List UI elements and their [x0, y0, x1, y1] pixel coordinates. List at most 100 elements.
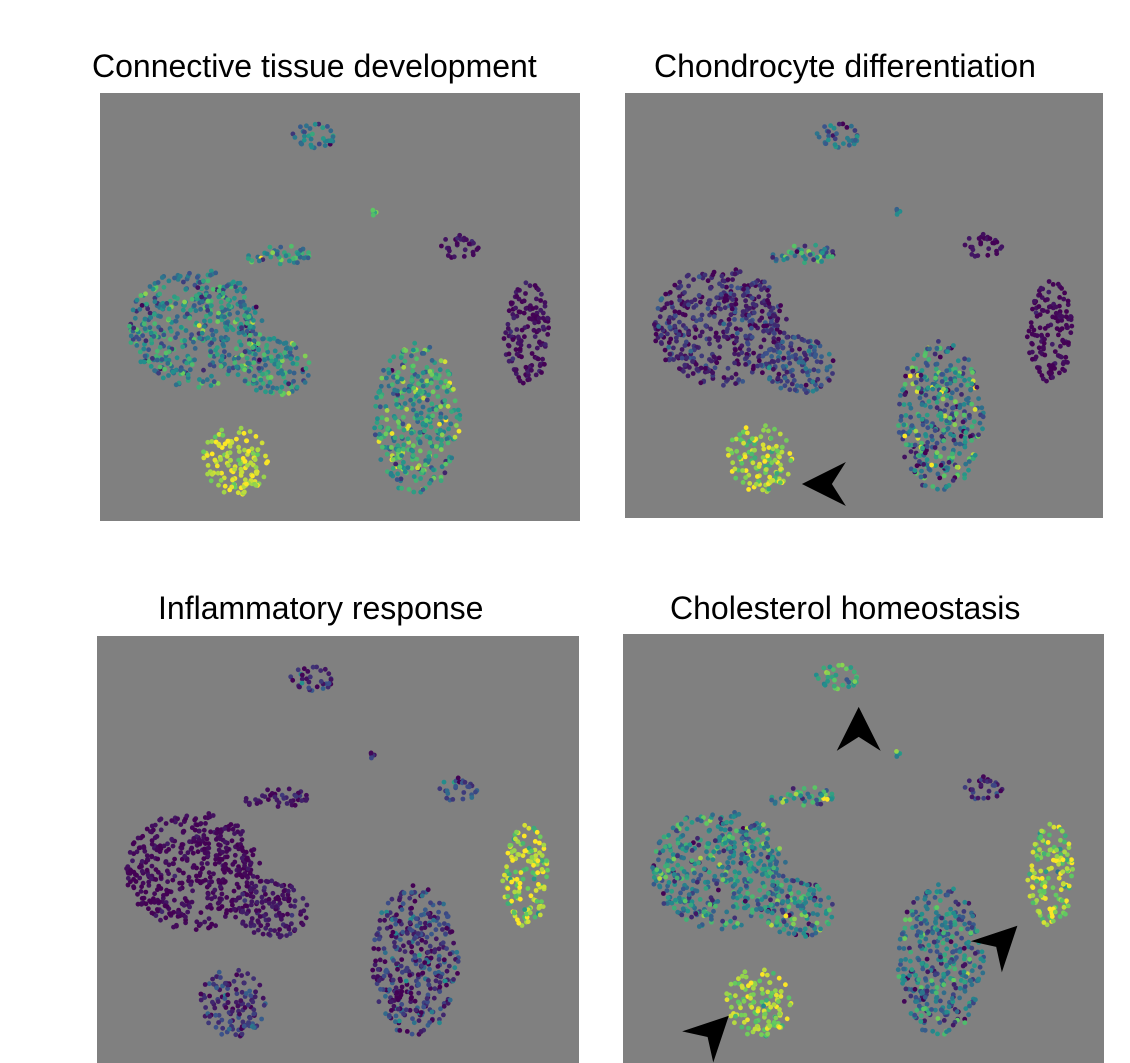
- cell-point: [372, 962, 378, 968]
- cell-point: [267, 900, 272, 906]
- cell-point: [401, 890, 407, 896]
- cell-point: [449, 409, 454, 414]
- cell-point: [768, 479, 774, 484]
- cell-point: [455, 971, 460, 976]
- cell-point: [236, 444, 242, 450]
- cell-point: [691, 315, 696, 320]
- cell-point: [431, 467, 436, 473]
- cell-point: [273, 904, 279, 909]
- cell-point: [734, 330, 740, 336]
- scatter-plot-cholesterol: [623, 634, 1104, 1063]
- cell-point: [741, 1019, 747, 1025]
- cell-point: [1027, 871, 1032, 877]
- cell-point: [516, 920, 522, 926]
- cell-point: [228, 458, 233, 463]
- cell-point: [249, 258, 255, 263]
- cell-point: [733, 381, 738, 386]
- cell-point: [452, 434, 458, 440]
- cell-point: [373, 403, 379, 409]
- cell-point: [825, 678, 830, 684]
- cell-point: [824, 796, 830, 802]
- cell-point: [705, 306, 711, 311]
- cell-point: [1056, 332, 1061, 338]
- cell-point: [672, 878, 677, 884]
- cell-point: [761, 427, 766, 433]
- cell-point: [172, 856, 177, 862]
- cell-point: [288, 356, 294, 361]
- cell-point: [1042, 326, 1048, 331]
- cell-point: [227, 1019, 233, 1025]
- cell-point: [234, 346, 239, 352]
- cell-point: [402, 469, 408, 475]
- cell-point: [969, 381, 975, 387]
- cell-point: [830, 371, 835, 376]
- cell-point: [294, 361, 300, 367]
- cell-point: [192, 357, 197, 363]
- cell-point: [1025, 877, 1031, 883]
- cell-point: [981, 795, 987, 801]
- cell-point: [967, 920, 972, 926]
- cell-point: [762, 1011, 768, 1017]
- cell-point: [378, 394, 384, 400]
- cell-point: [433, 978, 439, 984]
- cell-point: [274, 251, 280, 257]
- cell-point: [718, 826, 724, 832]
- cell-point: [440, 940, 446, 946]
- cell-point: [295, 667, 301, 673]
- cell-point: [294, 384, 300, 390]
- cell-point: [765, 453, 770, 459]
- cluster-upper-left-strip: [245, 243, 312, 267]
- cell-point: [264, 460, 269, 466]
- cell-point: [238, 872, 243, 878]
- cell-point: [753, 1019, 759, 1025]
- cell-point: [409, 985, 414, 991]
- cell-point: [208, 829, 213, 835]
- cell-point: [134, 297, 140, 303]
- cell-point: [232, 360, 238, 366]
- cell-point: [214, 830, 219, 836]
- cell-point: [429, 372, 435, 377]
- cell-point: [695, 367, 700, 373]
- cell-point: [702, 366, 708, 371]
- cell-point: [203, 313, 209, 319]
- cell-point: [210, 999, 215, 1005]
- cell-point: [1045, 309, 1050, 314]
- cell-point: [166, 871, 171, 877]
- cell-point: [664, 301, 670, 307]
- cell-point: [748, 878, 754, 883]
- cell-point: [279, 384, 285, 390]
- cell-point: [393, 461, 399, 467]
- cell-point: [736, 377, 742, 383]
- cell-point: [378, 383, 384, 389]
- cell-point: [152, 822, 158, 828]
- cell-point: [784, 438, 789, 443]
- cell-point: [691, 840, 696, 846]
- cell-point: [195, 849, 201, 855]
- cell-point: [792, 387, 798, 393]
- cell-point: [439, 464, 445, 470]
- cell-point: [218, 335, 224, 341]
- cell-point: [690, 359, 695, 364]
- cell-point: [231, 978, 237, 984]
- cell-point: [814, 131, 820, 136]
- cell-point: [1062, 839, 1067, 845]
- cell-point: [268, 927, 273, 933]
- cell-point: [431, 995, 437, 1001]
- cell-point: [417, 920, 423, 926]
- cell-point: [787, 451, 793, 456]
- cell-point: [765, 909, 771, 914]
- cell-point: [415, 972, 421, 978]
- cell-point: [675, 840, 681, 846]
- cell-point: [275, 804, 281, 809]
- cell-point: [923, 392, 929, 398]
- cluster-far-right: [1024, 279, 1075, 384]
- cell-point: [924, 457, 930, 463]
- cell-point: [209, 439, 215, 444]
- cell-point: [418, 946, 424, 952]
- cell-point: [389, 896, 395, 902]
- cell-point: [215, 314, 221, 320]
- cell-point: [308, 142, 314, 148]
- cell-point: [792, 896, 797, 901]
- cell-point: [764, 328, 770, 334]
- cell-point: [665, 331, 670, 337]
